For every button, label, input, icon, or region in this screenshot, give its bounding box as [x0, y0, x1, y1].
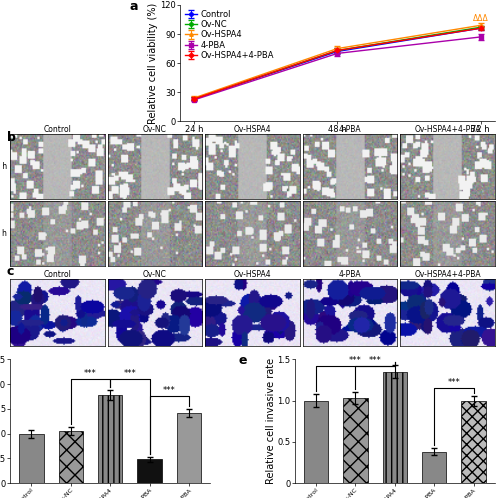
- Text: ***: ***: [448, 378, 460, 387]
- Legend: Control, Ov-NC, Ov-HSPA4, 4-PBA, Ov-HSPA4+4-PBA: Control, Ov-NC, Ov-HSPA4, 4-PBA, Ov-HSPA…: [184, 9, 275, 61]
- Text: ***: ***: [368, 356, 382, 365]
- Text: ***: ***: [84, 369, 97, 378]
- Bar: [98, 395, 122, 483]
- Text: b: b: [6, 131, 16, 144]
- Text: ***: ***: [349, 356, 362, 365]
- Text: ΔΔΔ: ΔΔΔ: [473, 14, 488, 23]
- Bar: [58, 431, 83, 483]
- Text: ***: ***: [163, 386, 175, 395]
- Text: ***: ***: [124, 369, 136, 378]
- Title: Ov-NC: Ov-NC: [143, 125, 167, 134]
- Title: 4-PBA: 4-PBA: [339, 125, 361, 134]
- Title: Control: Control: [44, 269, 72, 279]
- Bar: [304, 400, 328, 483]
- Bar: [462, 400, 486, 483]
- Bar: [19, 434, 44, 483]
- Text: c: c: [6, 265, 14, 278]
- Bar: [343, 398, 367, 483]
- Bar: [422, 452, 446, 483]
- Title: Ov-NC: Ov-NC: [143, 269, 167, 279]
- Bar: [177, 413, 202, 483]
- Title: Ov-HSPA4+4-PBA: Ov-HSPA4+4-PBA: [414, 269, 481, 279]
- Title: Ov-HSPA4: Ov-HSPA4: [234, 269, 272, 279]
- Y-axis label: Relative cell viability (%): Relative cell viability (%): [148, 2, 158, 124]
- Y-axis label: Relative cell invasive rate: Relative cell invasive rate: [266, 358, 276, 484]
- Y-axis label: 0 h: 0 h: [0, 162, 7, 171]
- Title: Ov-HSPA4+4-PBA: Ov-HSPA4+4-PBA: [414, 125, 481, 134]
- Text: a: a: [130, 0, 138, 13]
- Bar: [138, 459, 162, 483]
- Text: e: e: [238, 355, 247, 368]
- Bar: [382, 372, 407, 483]
- Y-axis label: 24 h: 24 h: [0, 229, 7, 238]
- Title: Control: Control: [44, 125, 72, 134]
- Title: Ov-HSPA4: Ov-HSPA4: [234, 125, 272, 134]
- Title: 4-PBA: 4-PBA: [339, 269, 361, 279]
